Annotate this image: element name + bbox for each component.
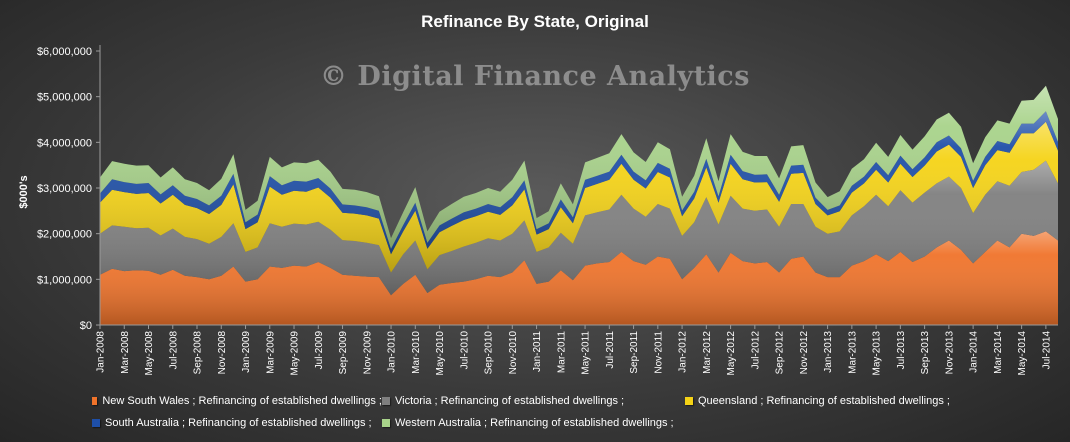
x-tick-labels: Jan-2008 Mar-2008 May-2008 Jul-2008 Sep-2008… [96, 331, 1053, 376]
x-tick-label: Nov-2012 [799, 331, 810, 375]
axes-layer [96, 45, 1058, 329]
y-tick-labels: $0 $1,000,000 $2,000,000 $3,000,000 $4,000,0… [37, 46, 92, 332]
x-tick-label: Sep-2010 [484, 331, 495, 375]
legend-label-victoria: Victoria ; Refinancing of established dw… [395, 395, 625, 407]
x-tick-label: Mar-2010 [411, 331, 422, 374]
chart-title: Refinance By State, Original [421, 12, 649, 31]
x-tick-label: Jan-2008 [96, 331, 107, 373]
area-shade-south-australia [100, 111, 1058, 255]
y-tick-label: $1,000,000 [37, 274, 92, 286]
y-axis-label: $000's [18, 175, 30, 208]
x-tick-label: Sep-2011 [629, 331, 640, 374]
legend-label-western-australia: Western Australia ; Refinancing of estab… [395, 417, 674, 429]
y-tick-label: $3,000,000 [37, 183, 92, 195]
x-tick-label: May-2014 [1017, 331, 1028, 376]
x-tick-label: Jan-2012 [678, 331, 689, 373]
x-tick-label: May-2010 [435, 331, 446, 376]
area-shade-new-south-wales [100, 231, 1058, 325]
x-tick-label: Nov-2011 [653, 331, 664, 374]
y-tick-label: $6,000,000 [37, 46, 92, 58]
y-tick-label: $4,000,000 [37, 137, 92, 149]
area-shade-victoria [100, 160, 1058, 296]
legend-swatch-victoria [382, 397, 390, 405]
y-tick-label: $5,000,000 [37, 92, 92, 104]
x-tick-label: Jan-2009 [241, 331, 252, 373]
x-tick-label: May-2008 [144, 331, 155, 376]
legend-item-new-south-wales: New South Wales ; Refinancing of establi… [92, 395, 382, 407]
legend-row-2: South Australia ; Refinancing of establi… [92, 412, 992, 434]
areas-layer [100, 85, 1058, 325]
x-tick-label: May-2009 [290, 331, 301, 376]
x-tick-label: Sep-2008 [193, 331, 204, 375]
x-tick-label: Jul-2010 [459, 331, 470, 370]
legend-label-south-australia: South Australia ; Refinancing of establi… [105, 417, 372, 429]
y-tick-label: $2,000,000 [37, 229, 92, 241]
x-tick-label: May-2011 [581, 331, 592, 375]
x-tick-label: Sep-2013 [920, 331, 931, 375]
legend-swatch-western-australia [382, 419, 390, 427]
x-tick-label: Nov-2008 [217, 331, 228, 375]
legend: New South Wales ; Refinancing of establi… [92, 390, 992, 434]
x-tick-label: Nov-2013 [944, 331, 955, 375]
x-tick-label: Mar-2014 [993, 331, 1004, 374]
legend-item-western-australia: Western Australia ; Refinancing of estab… [382, 417, 674, 429]
legend-item-victoria: Victoria ; Refinancing of established dw… [382, 395, 685, 407]
x-tick-label: Mar-2013 [847, 331, 858, 374]
legend-swatch-queensland [685, 397, 693, 405]
x-tick-label: May-2013 [872, 331, 883, 376]
x-tick-label: Jul-2008 [168, 331, 179, 370]
x-tick-label: Mar-2008 [120, 331, 131, 374]
area-shade-queensland [100, 121, 1058, 273]
x-tick-label: Sep-2009 [338, 331, 349, 375]
x-tick-label: Mar-2011 [556, 331, 567, 373]
legend-row-1: New South Wales ; Refinancing of establi… [92, 390, 992, 412]
x-tick-label: Jul-2014 [1041, 331, 1052, 370]
x-tick-label: Nov-2009 [362, 331, 373, 375]
legend-swatch-new-south-wales [92, 397, 98, 405]
x-tick-label: Mar-2012 [702, 331, 713, 374]
legend-label-new-south-wales: New South Wales ; Refinancing of establi… [102, 395, 382, 407]
area-shade-western-australia [100, 85, 1058, 249]
y-tick-label: $0 [80, 320, 92, 332]
x-tick-label: Jul-2009 [314, 331, 325, 370]
x-tick-label: Jan-2013 [823, 331, 834, 373]
legend-label-queensland: Queensland ; Refinancing of established … [698, 395, 950, 407]
watermark: © Digital Finance Analytics [320, 61, 750, 92]
legend-swatch-south-australia [92, 419, 100, 427]
x-tick-label: Jul-2011 [605, 331, 616, 369]
legend-item-queensland: Queensland ; Refinancing of established … [685, 395, 950, 407]
x-tick-label: Jan-2014 [969, 331, 980, 373]
x-tick-label: Nov-2010 [508, 331, 519, 375]
x-tick-label: May-2012 [726, 331, 737, 376]
legend-item-south-australia: South Australia ; Refinancing of establi… [92, 417, 382, 429]
x-tick-label: Sep-2012 [775, 331, 786, 375]
x-tick-label: Jan-2011 [532, 331, 543, 372]
x-tick-label: Mar-2009 [265, 331, 276, 374]
x-tick-label: Jul-2013 [896, 331, 907, 370]
x-tick-label: Jan-2010 [387, 331, 398, 373]
x-tick-label: Jul-2012 [750, 331, 761, 370]
